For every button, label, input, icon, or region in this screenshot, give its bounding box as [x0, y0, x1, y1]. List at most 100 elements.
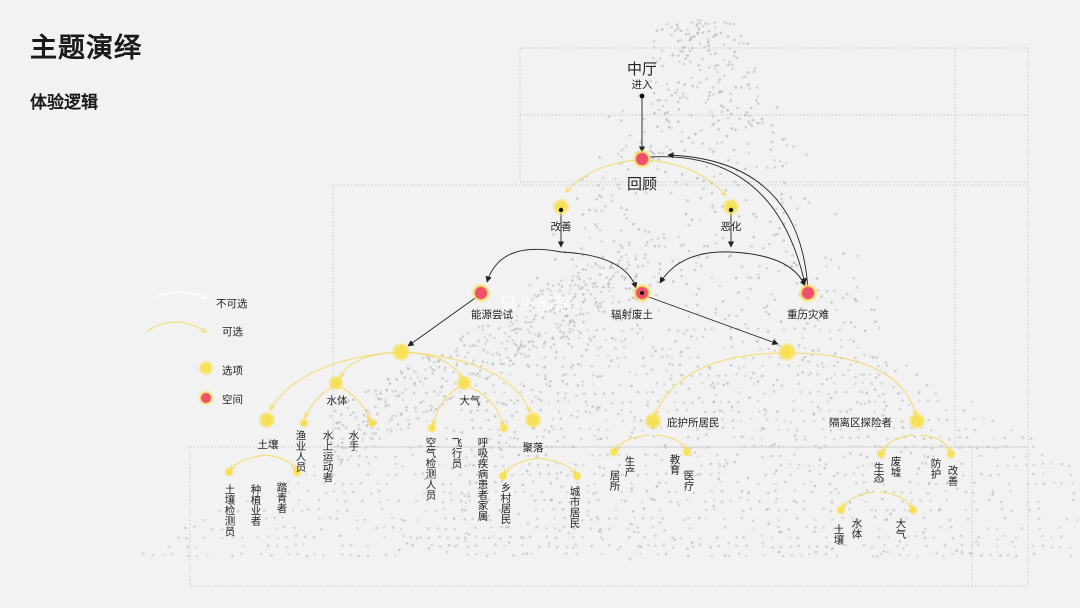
node-shelter-b[interactable] — [682, 447, 692, 457]
label-medical: 医疗 — [682, 470, 695, 491]
label-rural: 乡村居民 — [499, 482, 512, 524]
node-soil[interactable] — [258, 411, 276, 429]
node-disaster[interactable] — [798, 283, 818, 303]
label-hiker: 踏青者 — [275, 482, 288, 514]
arrow-fork-left-b — [560, 251, 638, 289]
label-residence: 居所 — [608, 470, 621, 491]
curve-quarantine-a — [882, 434, 915, 452]
label-sailor: 水手 — [347, 430, 360, 451]
node-improve-dot — [558, 207, 564, 213]
label-water: 水体 — [326, 395, 348, 407]
label-enter: 进入 — [631, 79, 653, 91]
legend-space: 空间 — [222, 394, 243, 406]
node-air[interactable] — [456, 375, 472, 391]
node-radiation-dot — [640, 291, 644, 295]
curve-quarantine-hub — [791, 352, 916, 415]
node-settlement[interactable] — [524, 411, 542, 429]
label-produce: 生产 — [623, 456, 636, 477]
node-patient-family[interactable] — [499, 423, 509, 433]
label-air: 大气 — [459, 395, 481, 407]
node-enter-dot — [639, 93, 645, 99]
node-disaster-hub[interactable] — [777, 342, 797, 362]
label-water-sport: 水上运动者 — [321, 430, 334, 483]
label-fisher: 渔业人员 — [294, 430, 307, 472]
node-water[interactable] — [328, 375, 344, 391]
label-shelter: 庇护所居民 — [667, 417, 720, 429]
node-sailor[interactable] — [367, 418, 377, 428]
arrow-fork-right-b — [730, 251, 806, 287]
node-eco-a[interactable] — [836, 505, 846, 515]
legend-curve-mandatory — [145, 291, 206, 303]
node-soil-a[interactable] — [224, 467, 234, 477]
curve-review-improve — [566, 159, 637, 192]
arrow-fork-right — [659, 251, 732, 284]
label-improve2: 改善 — [946, 465, 959, 486]
legend-curve-optional — [145, 321, 206, 332]
label-education: 教育 — [668, 454, 681, 475]
frame-middle — [332, 184, 1029, 448]
page-subtitle: 体验逻辑 — [30, 93, 98, 113]
node-soil-b[interactable] — [292, 467, 302, 477]
label-air-inspector: 空气检测人员 — [424, 437, 437, 500]
node-worsen-dot — [728, 207, 734, 213]
node-review[interactable] — [632, 149, 652, 169]
arrow-energy-branch — [407, 295, 479, 347]
legend-optional: 可选 — [222, 326, 243, 338]
label-pilot: 飞行员 — [450, 437, 463, 469]
legend-space-dot — [198, 390, 214, 406]
label-settlement: 聚落 — [522, 442, 544, 454]
label-patient-family: 呼吸疾病患者家属 — [476, 437, 489, 521]
node-quarantine[interactable] — [908, 412, 926, 430]
node-improve[interactable] — [552, 198, 570, 216]
node-quarantine-a[interactable] — [876, 449, 886, 459]
label-soil: 土壤 — [257, 439, 279, 451]
node-fisher[interactable] — [299, 418, 309, 428]
label-ruins: 废墟 — [889, 456, 902, 477]
curve-soil-a — [230, 454, 267, 470]
label-energy: 能源尝试 — [471, 309, 513, 321]
curve-review-worsen — [647, 159, 726, 196]
node-quarantine-b[interactable] — [946, 449, 956, 459]
curve-hub-settle — [403, 351, 530, 412]
curve-hub-air — [403, 351, 462, 378]
curve-hub-water — [340, 351, 399, 378]
label-urban: 城市居民 — [568, 486, 581, 528]
frame-review — [519, 114, 1029, 183]
arrow-review-disaster — [649, 156, 807, 285]
legend-option-dot — [198, 360, 214, 376]
page-title: 主题演绎 — [30, 33, 142, 64]
watermark: 码头部落 — [500, 295, 572, 315]
label-quarantine: 隔离区探险者 — [829, 417, 892, 429]
node-urban[interactable] — [572, 471, 582, 481]
label-protection: 防护 — [929, 458, 942, 479]
label-air2: 大气 — [894, 518, 907, 539]
curve-shelter-hub — [655, 352, 783, 415]
node-air-inspector[interactable] — [427, 423, 437, 433]
curve-settle-b — [537, 457, 576, 474]
label-soil2: 土壤 — [832, 524, 845, 545]
node-shelter[interactable] — [644, 412, 662, 430]
label-review: 回顾 — [626, 175, 658, 193]
node-energy-hub[interactable] — [391, 342, 411, 362]
label-disaster: 重历灾难 — [787, 309, 829, 321]
curve-eco-a — [842, 491, 875, 508]
frame-hall — [519, 47, 1029, 116]
label-worsen: 恶化 — [720, 221, 742, 233]
node-worsen[interactable] — [722, 198, 740, 216]
label-hall: 中厅 — [626, 60, 658, 78]
node-energy[interactable] — [471, 283, 491, 303]
curve-shelter-a — [615, 434, 651, 450]
label-water2: 水体 — [850, 518, 863, 539]
node-eco-b[interactable] — [908, 505, 918, 515]
legend-not-optional: 不可选 — [216, 298, 248, 310]
curve-quarantine-b — [919, 434, 950, 452]
arrow-fork-left — [485, 248, 562, 283]
node-shelter-a[interactable] — [609, 447, 619, 457]
curve-shelter-b — [655, 434, 686, 450]
arrow-radiation-shelter — [645, 295, 779, 346]
node-rural[interactable] — [498, 471, 508, 481]
